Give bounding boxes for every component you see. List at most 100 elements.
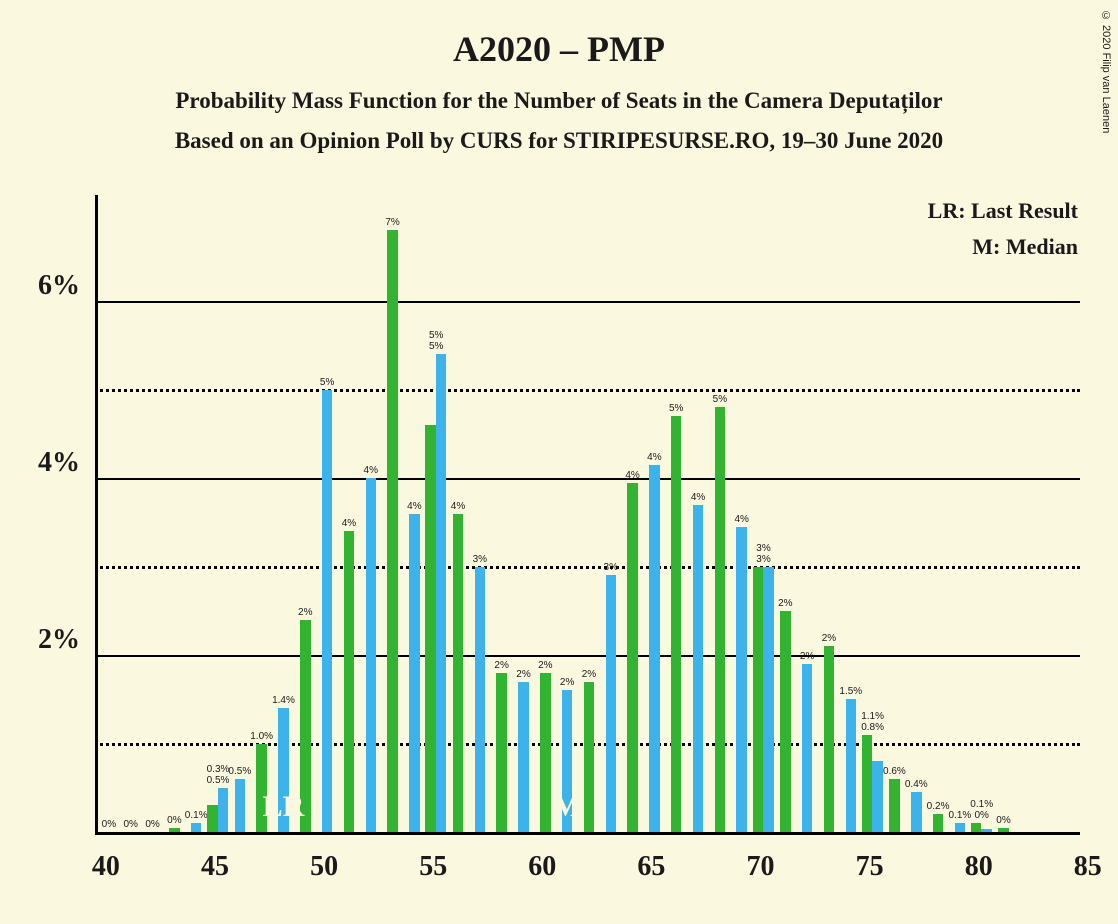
bar-label: 0.1% [970,799,993,810]
bar-label: 0.2% [927,801,950,812]
bar-green [207,805,218,832]
bar-label: 4% [451,501,465,512]
bar-label: 2% [516,669,530,680]
bar-green [715,407,726,832]
x-axis-label: 75 [856,851,884,883]
bar-label: 2% [538,660,552,671]
bar-label: 2% [778,598,792,609]
bar-label: 3% [604,562,618,573]
bar-label: 0.5% [207,775,230,786]
bar-label: 2% [494,660,508,671]
bar-label: 2% [298,607,312,618]
chart-container: A2020 – PMP Probability Mass Function fo… [0,0,1118,924]
x-axis-label: 60 [528,851,556,883]
bar-blue [763,567,774,832]
bar-label: 5% [713,394,727,405]
bar-label: 0.6% [883,766,906,777]
bar-label: 3% [756,554,770,565]
chart-title: A2020 – PMP [0,0,1118,70]
bar-label: 2% [822,633,836,644]
bar-green [971,823,982,832]
x-axis-label: 85 [1074,851,1102,883]
bar-green [824,646,835,832]
bar-blue [872,761,883,832]
bar-label: 1.5% [839,686,862,697]
bar-green [344,531,355,832]
bar-label: 0% [996,815,1010,826]
chart-subtitle2: Based on an Opinion Poll by CURS for STI… [0,128,1118,154]
bar-green [627,483,638,832]
plot-area: 2%4%6% 40455055606570758085 0%0%0%0%0.1%… [95,195,1080,835]
bar-green [584,682,595,832]
x-axis-label: 45 [201,851,229,883]
bar-blue [802,664,813,832]
bar-label: 0.1% [948,810,971,821]
bar-label: 1.0% [250,731,273,742]
chart-subtitle: Probability Mass Function for the Number… [0,88,1118,114]
y-axis-label: 4% [38,447,80,479]
x-axis-label: 40 [92,851,120,883]
bar-label: 4% [364,465,378,476]
bar-green [425,425,436,832]
bar-green [933,814,944,832]
bar-blue [736,527,747,832]
bar-green [169,828,180,832]
bar-blue [955,823,966,832]
bar-label: 3% [473,554,487,565]
bar-blue [235,779,246,832]
bar-blue [191,823,202,832]
bar-label: 0.4% [905,779,928,790]
bar-label: 1.1% [861,711,884,722]
bar-label: 5% [320,377,334,388]
bar-label: 4% [734,514,748,525]
x-axis-label: 80 [965,851,993,883]
bar-blue [518,682,529,832]
x-axis [95,832,1080,835]
bar-label: 0% [167,815,181,826]
x-axis-label: 65 [637,851,665,883]
bar-green [889,779,900,832]
bar-green [862,735,873,832]
bar-label: 4% [691,492,705,503]
bar-label: 4% [342,518,356,529]
x-axis-label: 70 [747,851,775,883]
bar-blue [649,465,660,832]
x-axis-label: 50 [310,851,338,883]
bar-green [998,828,1009,832]
bar-blue [366,478,377,832]
bar-blue [981,829,992,832]
bar-label: 5% [429,341,443,352]
bar-label: 0% [102,819,116,830]
bar-label: 0% [123,819,137,830]
bar-blue [409,514,420,833]
bar-label: 5% [669,403,683,414]
bar-blue [218,788,229,832]
bar-blue [436,354,447,832]
bar-green [540,673,551,832]
y-axis-label: 2% [38,624,80,656]
bar-label: 4% [407,501,421,512]
bar-label: 4% [625,470,639,481]
bar-label: 0% [145,819,159,830]
bar-label: 4% [647,452,661,463]
bar-blue [606,575,617,832]
marker-m: M [553,790,581,824]
bar-green [780,611,791,832]
bar-green [387,230,398,832]
bar-blue [846,699,857,832]
bar-blue [911,792,922,832]
bar-green [453,514,464,833]
bar-blue [322,390,333,832]
bar-label: 2% [800,651,814,662]
bar-blue [475,567,486,832]
marker-lr: LR [263,790,305,824]
bar-label: 1.4% [272,695,295,706]
bar-label: 2% [560,677,574,688]
bars-area: 0%0%0%0%0.1%0.3%0.5%0.5%1.0%1.4%2%5%4%4%… [98,195,1080,832]
bar-green [671,416,682,832]
bar-label: 0% [974,810,988,821]
bar-green [753,567,764,832]
bar-label: 3% [756,543,770,554]
bar-label: 7% [385,217,399,228]
copyright-text: © 2020 Filip van Laenen [1100,10,1112,133]
